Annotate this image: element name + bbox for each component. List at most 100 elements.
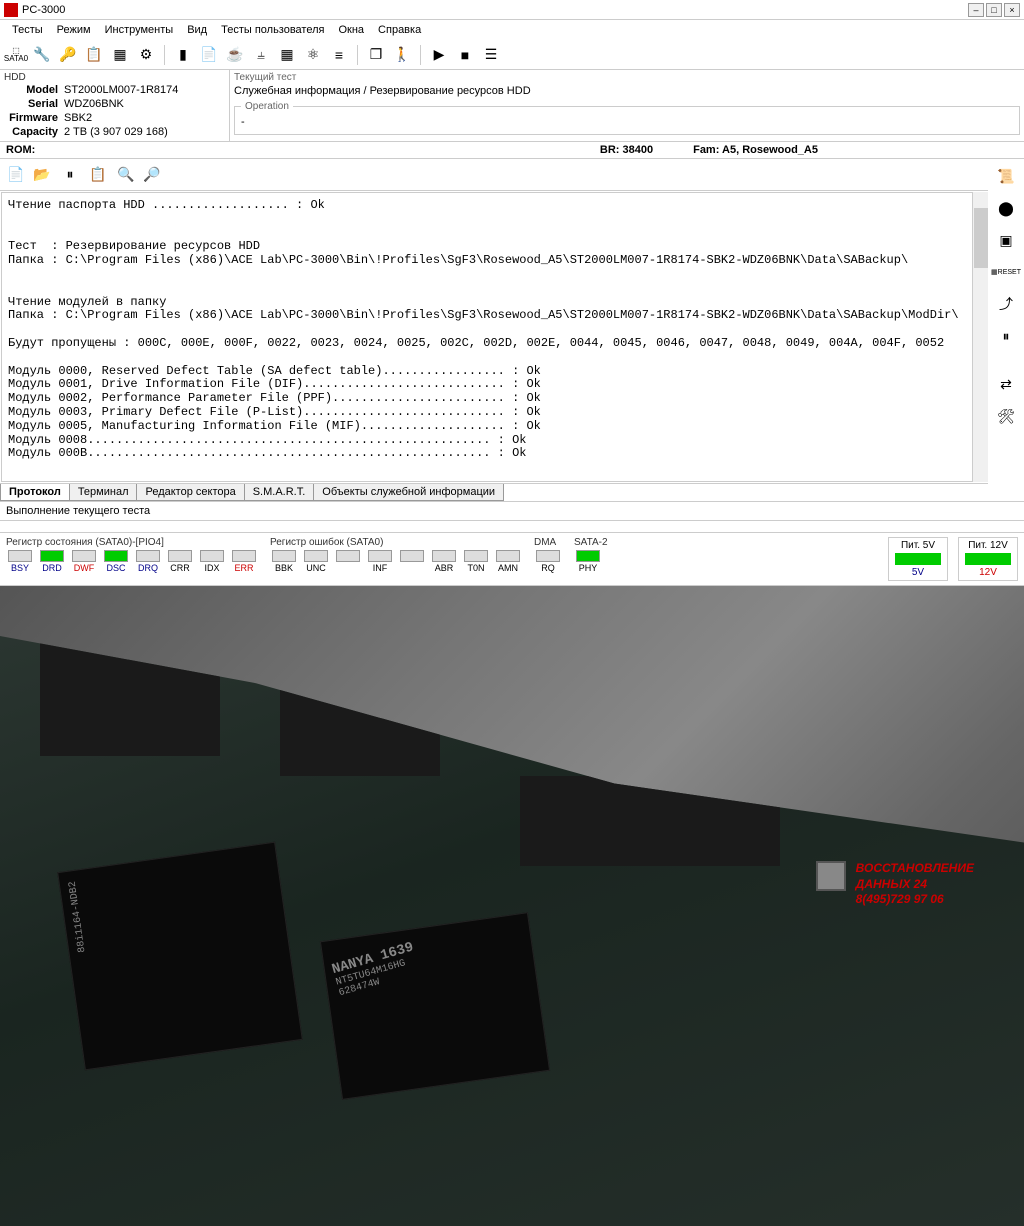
reg-err-title: Регистр ошибок (SATA0) <box>270 537 522 548</box>
info-row: HDD ModelST2000LM007-1R8174 SerialWDZ06B… <box>0 70 1024 142</box>
reg-IDX: IDX <box>198 550 226 573</box>
model-label: Model <box>4 84 64 96</box>
rom-label: ROM: <box>6 144 35 156</box>
rtb-1[interactable]: 📜 <box>992 163 1020 189</box>
menu-вид[interactable]: Вид <box>181 22 213 38</box>
minimize-button[interactable]: – <box>968 3 984 17</box>
fam-value: Fam: A5, Rosewood_A5 <box>693 144 818 156</box>
br-value: BR: 38400 <box>600 144 653 156</box>
log-output[interactable]: Чтение паспорта HDD ................... … <box>1 192 987 482</box>
firmware-label: Firmware <box>4 112 64 124</box>
pwr-12v: Пит. 12V 12V <box>958 537 1018 581</box>
reg-DWF: DWF <box>70 550 98 573</box>
tab-2[interactable]: Редактор сектора <box>136 484 244 501</box>
menu-тесты пользователя[interactable]: Тесты пользователя <box>215 22 330 38</box>
reg-state-group: Регистр состояния (SATA0)-[PIO4] BSYDRDD… <box>6 537 258 581</box>
pwr-5v: Пит. 5V 5V <box>888 537 948 581</box>
copy-button[interactable]: 📋 <box>86 163 110 187</box>
rtb-chip-icon[interactable]: ▣ <box>992 227 1020 253</box>
current-test-name: Служебная информация / Резервирование ре… <box>234 83 1020 103</box>
watermark: ВОССТАНОВЛЕНИЕ ДАННЫХ 24 8(495)729 97 06 <box>816 861 974 908</box>
tab-3[interactable]: S.M.A.R.T. <box>244 484 315 501</box>
close-button[interactable]: × <box>1004 3 1020 17</box>
operation-dropdown[interactable]: - <box>241 116 245 128</box>
gear-icon[interactable]: ⚙ <box>134 43 158 67</box>
tool-button-3[interactable]: ▦ <box>108 43 132 67</box>
reg-dma-group: DMA RQ <box>534 537 562 581</box>
maximize-button[interactable]: □ <box>986 3 1002 17</box>
hdd-icon <box>816 861 846 891</box>
tab-0[interactable]: Протокол <box>0 484 70 501</box>
tool-button-4[interactable]: 📄 <box>197 43 221 67</box>
menu-инструменты[interactable]: Инструменты <box>99 22 180 38</box>
list-icon[interactable]: ≡ <box>327 43 351 67</box>
copy-icon[interactable]: ❐ <box>364 43 388 67</box>
right-toolbar: 📜 ⬤ ▣ ▦RESET ⤴ ⏸ ⇄ 🛠 <box>988 159 1024 501</box>
tab-1[interactable]: Терминал <box>69 484 138 501</box>
rtb-2[interactable]: ⬤ <box>992 195 1020 221</box>
reg-BSY: BSY <box>6 550 34 573</box>
pause-button[interactable]: ⏸ <box>58 163 82 187</box>
tool-button-5[interactable]: ☕ <box>223 43 247 67</box>
chip1-label: 88i1164-NDB2 <box>46 780 98 962</box>
reg-blank <box>334 550 362 573</box>
menu-окна[interactable]: Окна <box>332 22 370 38</box>
log-scrollbar[interactable] <box>972 192 988 482</box>
reg-CRR: CRR <box>166 550 194 573</box>
capacity-label: Capacity <box>4 126 64 138</box>
main-left: 📄 📂 ⏸ 📋 🔍 🔎 Чтение паспорта HDD ........… <box>0 159 988 501</box>
reg-err-group: Регистр ошибок (SATA0) BBKUNCINFABRT0NAM… <box>270 537 522 581</box>
capacity-value: 2 TB (3 907 029 168) <box>64 126 168 138</box>
person-icon[interactable]: 🚶 <box>390 43 414 67</box>
open-button[interactable]: 📂 <box>30 163 54 187</box>
grid-icon[interactable]: ▦ <box>275 43 299 67</box>
reg-AMN: AMN <box>494 550 522 573</box>
menu-режим[interactable]: Режим <box>51 22 97 38</box>
tool-button-6[interactable]: ⫨ <box>249 43 273 67</box>
pcb-photo: 88i1164-NDB2 NANYA 1639 NT5TU64M16HG 628… <box>0 586 1024 1226</box>
reset-button[interactable]: ▦RESET <box>992 259 1020 285</box>
reg-BBK: BBK <box>270 550 298 573</box>
find-next-button[interactable]: 🔎 <box>140 163 164 187</box>
find-button[interactable]: 🔍 <box>114 163 138 187</box>
operation-legend: Operation <box>241 101 293 112</box>
firmware-value: SBK2 <box>64 112 92 124</box>
reg-sata2-title: SATA-2 <box>574 537 608 548</box>
reg-DRD: DRD <box>38 550 66 573</box>
tab-4[interactable]: Объекты служебной информации <box>313 484 504 501</box>
reg-UNC: UNC <box>302 550 330 573</box>
menu-справка[interactable]: Справка <box>372 22 427 38</box>
step-list-icon[interactable]: ☰ <box>479 43 503 67</box>
rtb-connect[interactable]: ⇄ <box>992 371 1020 397</box>
menu-тесты[interactable]: Тесты <box>6 22 49 38</box>
titlebar: PC-3000 – □ × <box>0 0 1024 20</box>
play-button[interactable]: ▶ <box>427 43 451 67</box>
main-area: 📄 📂 ⏸ 📋 🔍 🔎 Чтение паспорта HDD ........… <box>0 159 1024 501</box>
stop-button[interactable]: ■ <box>453 43 477 67</box>
chip-icon[interactable]: ▮ <box>171 43 195 67</box>
window-controls: – □ × <box>968 3 1020 17</box>
rom-bar: ROM: BR: 38400 Fam: A5, Rosewood_A5 <box>0 142 1024 159</box>
reg-T0N: T0N <box>462 550 490 573</box>
reg-dma-title: DMA <box>534 537 562 548</box>
tool-button-7[interactable]: ⚛ <box>301 43 325 67</box>
main-toolbar: ⬚SATA0 🔧 🔑 📋 ▦ ⚙ ▮ 📄 ☕ ⫨ ▦ ⚛ ≡ ❐ 🚶 ▶ ■ ☰ <box>0 40 1024 70</box>
sata0-button[interactable]: ⬚SATA0 <box>4 43 28 67</box>
hdd-panel: HDD ModelST2000LM007-1R8174 SerialWDZ06B… <box>0 70 230 141</box>
rtb-pause[interactable]: ⏸ <box>992 323 1020 349</box>
test-panel: Текущий тест Служебная информация / Резе… <box>230 70 1024 141</box>
rtb-tools[interactable]: 🛠 <box>992 403 1020 429</box>
hdd-section-title: HDD <box>4 72 225 83</box>
rtb-5[interactable]: ⤴ <box>992 291 1020 317</box>
reg-DRQ: DRQ <box>134 550 162 573</box>
log-toolbar: 📄 📂 ⏸ 📋 🔍 🔎 <box>0 159 988 191</box>
key-button[interactable]: 🔑 <box>56 43 80 67</box>
reg-state-title: Регистр состояния (SATA0)-[PIO4] <box>6 537 258 548</box>
reg-sata2-group: SATA-2 PHY <box>574 537 608 581</box>
tool-button-1[interactable]: 🔧 <box>30 43 54 67</box>
reg-ABR: ABR <box>430 550 458 573</box>
menubar: ТестыРежимИнструментыВидТесты пользовате… <box>0 20 1024 40</box>
new-doc-button[interactable]: 📄 <box>4 163 28 187</box>
tool-button-2[interactable]: 📋 <box>82 43 106 67</box>
bottom-tabs: ПротоколТерминалРедактор сектораS.M.A.R.… <box>0 483 988 501</box>
